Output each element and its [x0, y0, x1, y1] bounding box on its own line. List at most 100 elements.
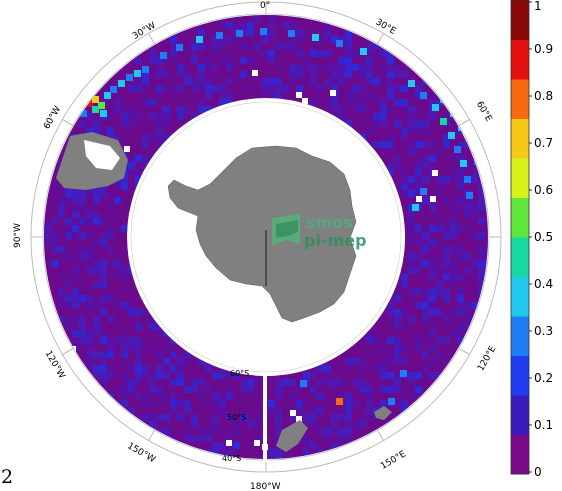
data-cell — [191, 50, 198, 57]
data-cell — [352, 421, 359, 428]
data-cell — [408, 379, 415, 386]
data-cell — [380, 386, 387, 393]
colorbar-band — [511, 355, 529, 396]
data-cell — [373, 120, 380, 127]
data-cell — [331, 64, 338, 71]
data-cell — [184, 64, 191, 71]
data-cell — [401, 127, 408, 134]
high-value-cell — [110, 86, 117, 93]
data-cell — [58, 225, 65, 232]
data-cell — [170, 36, 177, 43]
data-cell — [191, 442, 198, 449]
data-cell — [51, 183, 58, 190]
high-value-cell — [420, 92, 427, 99]
data-cell — [128, 134, 135, 141]
data-cell — [317, 428, 324, 435]
data-cell — [261, 78, 268, 85]
data-cell — [380, 106, 387, 113]
data-cell — [142, 393, 149, 400]
data-cell — [485, 246, 488, 253]
data-cell — [205, 43, 212, 50]
data-cell — [366, 127, 373, 134]
lon-label-150e: 150°E — [379, 449, 408, 471]
data-cell — [422, 113, 429, 120]
data-cell — [345, 29, 352, 36]
data-cell — [142, 372, 149, 379]
data-cell — [394, 183, 401, 190]
data-cell — [198, 414, 205, 421]
data-cell — [338, 393, 345, 400]
data-cell — [86, 127, 93, 134]
data-cell — [268, 50, 275, 57]
data-cell — [443, 295, 450, 302]
colorbar-band — [511, 237, 529, 277]
data-cell — [436, 183, 443, 190]
data-cell — [429, 92, 436, 99]
data-cell — [415, 183, 422, 190]
data-cell — [387, 71, 394, 78]
data-cell — [359, 400, 366, 407]
data-cell — [86, 113, 93, 120]
data-cell — [457, 246, 464, 253]
data-cell — [394, 295, 401, 302]
data-cell — [429, 323, 436, 330]
data-cell — [114, 337, 121, 344]
data-cell — [366, 393, 373, 400]
data-cell — [240, 29, 247, 36]
data-cell — [422, 260, 429, 267]
data-cell — [121, 372, 128, 379]
data-cell — [387, 358, 394, 365]
data-cell — [310, 64, 317, 71]
high-value-cell — [118, 80, 125, 87]
data-cell — [142, 113, 149, 120]
data-cell — [415, 309, 422, 316]
data-cell — [100, 225, 107, 232]
data-cell — [429, 176, 436, 183]
data-cell — [401, 302, 408, 309]
data-cell — [114, 106, 121, 113]
missing-data-cell — [296, 92, 302, 98]
longitude-tick — [458, 348, 470, 355]
data-cell — [436, 365, 443, 372]
data-cell — [415, 337, 422, 344]
high-value-cell — [142, 66, 149, 73]
data-cell — [415, 344, 422, 351]
data-cell — [408, 288, 415, 295]
data-cell — [352, 92, 359, 99]
data-cell — [212, 50, 219, 57]
data-cell — [422, 169, 429, 176]
data-cell — [387, 64, 394, 71]
data-cell — [142, 358, 149, 365]
data-cell — [478, 204, 485, 211]
data-cell — [380, 428, 387, 435]
data-cell — [79, 267, 86, 274]
data-cell — [317, 407, 324, 414]
data-cell — [254, 43, 261, 50]
data-cell — [128, 386, 135, 393]
data-cell — [450, 260, 457, 267]
data-cell — [310, 99, 317, 106]
data-cell — [345, 92, 352, 99]
data-cell — [366, 400, 373, 407]
data-cell — [86, 211, 93, 218]
data-cell — [170, 78, 177, 85]
data-cell — [415, 274, 422, 281]
data-cell — [457, 295, 464, 302]
data-cell — [387, 127, 394, 134]
data-cell — [478, 232, 485, 239]
data-cell — [471, 253, 478, 260]
high-value-cell — [312, 34, 319, 41]
data-cell — [422, 141, 429, 148]
data-cell — [177, 71, 184, 78]
data-cell — [51, 267, 58, 274]
missing-data-cell — [330, 90, 336, 96]
data-cell — [72, 190, 79, 197]
data-cell — [282, 43, 289, 50]
data-cell — [65, 295, 72, 302]
data-cell — [198, 64, 205, 71]
data-cell — [128, 106, 135, 113]
data-cell — [114, 246, 121, 253]
data-cell — [226, 372, 233, 379]
latitude-labels: 60°S 50°S 40°S — [222, 369, 249, 463]
data-cell — [100, 302, 107, 309]
